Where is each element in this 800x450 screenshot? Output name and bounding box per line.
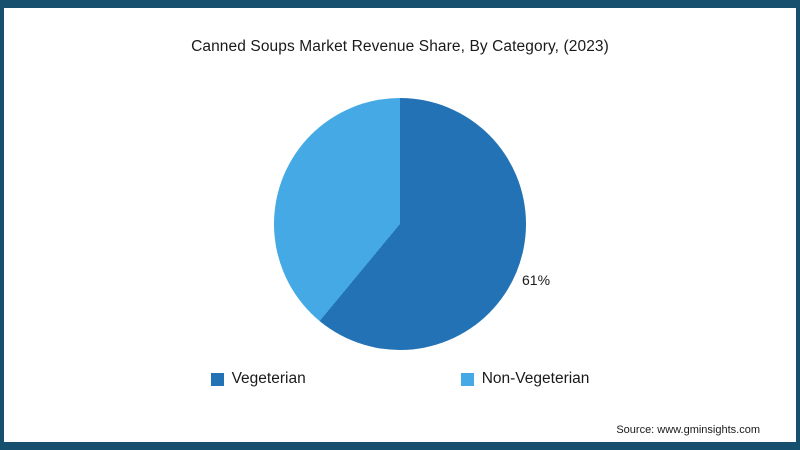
pie-slice-data-label: 61%	[522, 272, 551, 288]
source-attribution: Source: www.gminsights.com	[616, 424, 760, 436]
chart-title: Canned Soups Market Revenue Share, By Ca…	[191, 38, 609, 55]
legend-item-non-vegeterian: Non-Vegeterian	[460, 370, 590, 388]
legend-swatch-vegeterian	[210, 372, 224, 386]
chart-legend: Vegeterian Non-Vegeterian	[4, 370, 796, 388]
legend-label-non-vegeterian: Non-Vegeterian	[481, 370, 590, 387]
pie-chart	[274, 98, 526, 350]
legend-swatch-non-vegeterian	[460, 372, 474, 386]
legend-item-vegeterian: Vegeterian	[210, 370, 306, 388]
legend-label-vegeterian: Vegeterian	[231, 370, 306, 387]
